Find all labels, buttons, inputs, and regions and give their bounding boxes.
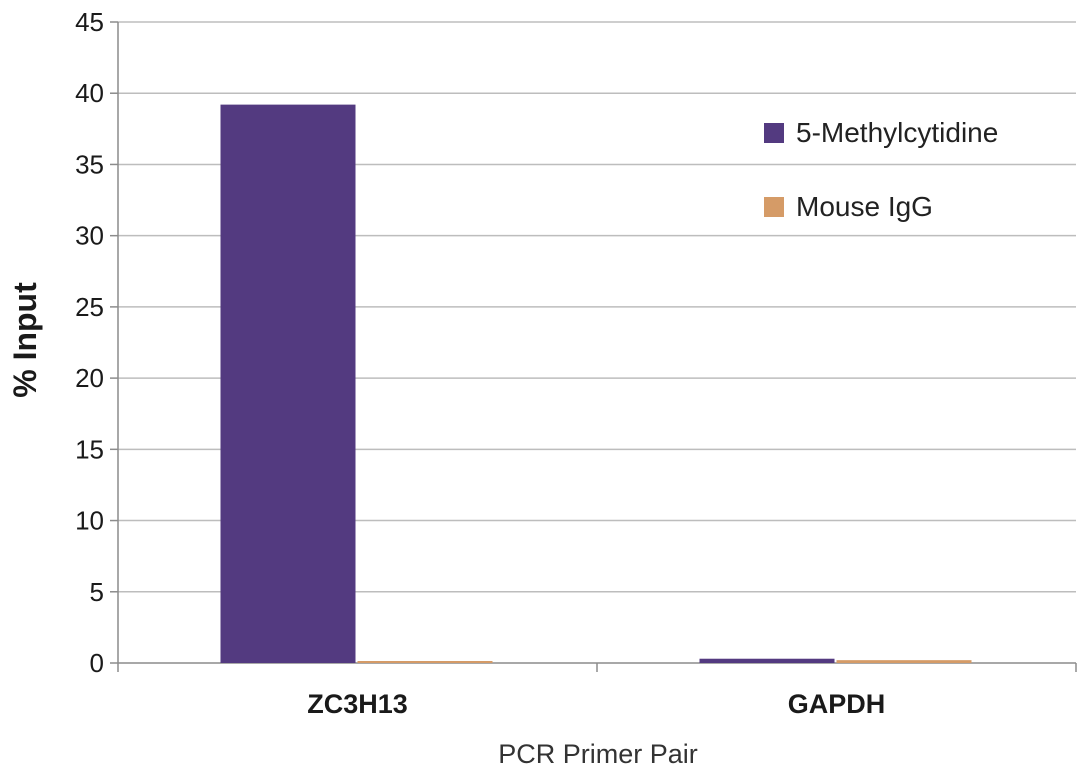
y-tick-label-25: 25 — [75, 292, 104, 322]
legend-swatch-5-methylcytidine — [764, 123, 784, 143]
bar-gapdh-mouse-igg — [836, 660, 972, 663]
bar-gapdh-5-methylcytidine — [699, 658, 835, 663]
y-tick-label-30: 30 — [75, 221, 104, 251]
bars — [220, 104, 972, 663]
y-tick-label-20: 20 — [75, 363, 104, 393]
bar-zc3h13-5-methylcytidine — [220, 104, 356, 663]
legend: 5-Methylcytidine Mouse IgG — [764, 117, 998, 222]
y-tick-label-45: 45 — [75, 7, 104, 37]
y-tick-label-35: 35 — [75, 149, 104, 179]
legend-label-5-methylcytidine: 5-Methylcytidine — [796, 117, 998, 148]
legend-label-mouse-igg: Mouse IgG — [796, 191, 933, 222]
tick-labels: 0 5 10 15 20 25 30 35 40 45 ZC3H13 GAPDH — [75, 7, 885, 719]
x-category-label-gapdh: GAPDH — [788, 689, 886, 719]
legend-swatch-mouse-igg — [764, 197, 784, 217]
x-category-label-zc3h13: ZC3H13 — [307, 689, 408, 719]
y-axis-title: % Input — [7, 282, 43, 398]
bar-zc3h13-mouse-igg — [357, 661, 493, 663]
y-tick-label-10: 10 — [75, 506, 104, 536]
y-tick-label-40: 40 — [75, 78, 104, 108]
y-tick-label-0: 0 — [90, 648, 104, 678]
y-tick-label-5: 5 — [90, 577, 104, 607]
y-tick-label-15: 15 — [75, 434, 104, 464]
x-axis-title: PCR Primer Pair — [498, 739, 698, 769]
